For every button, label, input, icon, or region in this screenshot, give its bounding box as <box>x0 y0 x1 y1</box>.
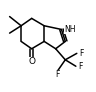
Text: O: O <box>28 57 35 66</box>
Text: F: F <box>79 49 84 58</box>
Text: F: F <box>78 62 83 71</box>
Text: NH: NH <box>64 25 76 34</box>
Text: F: F <box>55 70 60 79</box>
